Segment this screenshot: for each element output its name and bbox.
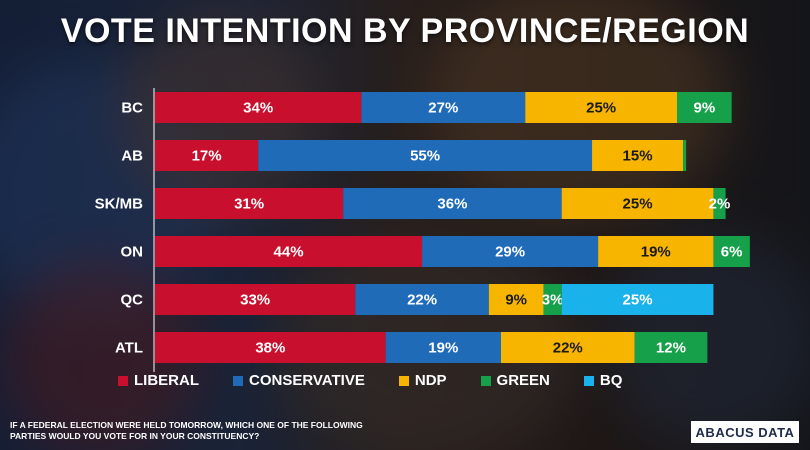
bar-segment-liberal (155, 236, 423, 267)
legend-item-green: GREEN (480, 372, 550, 389)
bar-segment-green (683, 140, 687, 171)
data-label: 25% (623, 196, 653, 213)
chart-title: VOTE INTENTION BY PROVINCE/REGION (60, 12, 750, 50)
category-label: SK/MB (95, 196, 144, 213)
bar-segment-green (713, 188, 726, 219)
bar-segment-green (713, 236, 750, 267)
legend-swatch (233, 375, 243, 386)
data-label: 6% (721, 244, 743, 261)
legend-label: CONSERVATIVE (249, 372, 365, 389)
bar-segment-conservative (343, 188, 562, 219)
data-label: 31% (234, 196, 264, 213)
category-label: ATL (115, 340, 143, 357)
data-label: 17% (192, 148, 222, 165)
data-label: 55% (410, 148, 440, 165)
data-label: 34% (243, 100, 273, 117)
legend-item-bq: BQ (583, 372, 623, 389)
legend-swatch (398, 375, 409, 386)
category-label: AB (121, 148, 143, 165)
category-label: QC (121, 292, 144, 309)
bar-segment-liberal (155, 284, 356, 315)
bar-segment-bq (561, 284, 714, 315)
legend-item-ndp: NDP (398, 372, 447, 389)
data-label: 27% (428, 100, 458, 117)
legend-swatch (480, 375, 491, 386)
category-label: BC (121, 100, 143, 117)
data-label: 38% (255, 340, 285, 357)
bar-segment-ndp (488, 284, 544, 315)
legend-label: BQ (599, 372, 623, 389)
data-label: 12% (656, 340, 686, 357)
bar-segment-conservative (361, 92, 526, 123)
survey-question-footnote: IF A FEDERAL ELECTION WERE HELD TOMORROW… (10, 420, 363, 441)
category-label: ON (121, 244, 144, 261)
data-label: 29% (495, 244, 525, 261)
bar-segment-conservative (355, 284, 489, 315)
data-label: 33% (240, 292, 270, 309)
bar-segment-liberal (155, 140, 259, 171)
bar-segment-liberal (155, 188, 344, 219)
data-label: 22% (407, 292, 437, 309)
data-label: 15% (623, 148, 653, 165)
data-label: 25% (586, 100, 616, 117)
chart-legend: LIBERAL CONSERVATIVE NDP GREEN BQ (118, 372, 656, 389)
data-label: 3% (542, 292, 564, 309)
bar-segment-conservative (422, 236, 599, 267)
data-label: 22% (553, 340, 583, 357)
data-label: 19% (641, 244, 671, 261)
bar-segment-liberal (155, 332, 386, 363)
legend-item-conservative: CONSERVATIVE (233, 372, 365, 389)
legend-label: LIBERAL (134, 372, 199, 389)
bar-segment-green (543, 284, 562, 315)
data-label: 2% (709, 196, 731, 213)
data-label: 25% (623, 292, 653, 309)
legend-swatch (118, 375, 128, 386)
bar-segment-green (634, 332, 708, 363)
legend-item-liberal: LIBERAL (118, 372, 199, 389)
data-label: 9% (693, 100, 715, 117)
bar-segment-ndp (525, 92, 678, 123)
bar-segment-conservative (385, 332, 501, 363)
data-label: 44% (274, 244, 304, 261)
bar-segment-ndp (592, 140, 684, 171)
bar-segment-ndp (598, 236, 714, 267)
bar-segment-ndp (500, 332, 635, 363)
bar-segment-conservative (258, 140, 593, 171)
data-label: 19% (428, 340, 458, 357)
legend-swatch (583, 375, 594, 386)
legend-label: NDP (414, 372, 447, 389)
bar-segment-liberal (155, 92, 362, 123)
bar-segment-ndp (561, 188, 714, 219)
data-label: 9% (505, 292, 527, 309)
abacus-data-logo: ABACUS DATA (691, 421, 799, 443)
data-label: 36% (437, 196, 467, 213)
bar-segment-green (677, 92, 732, 123)
legend-label: GREEN (496, 372, 550, 389)
